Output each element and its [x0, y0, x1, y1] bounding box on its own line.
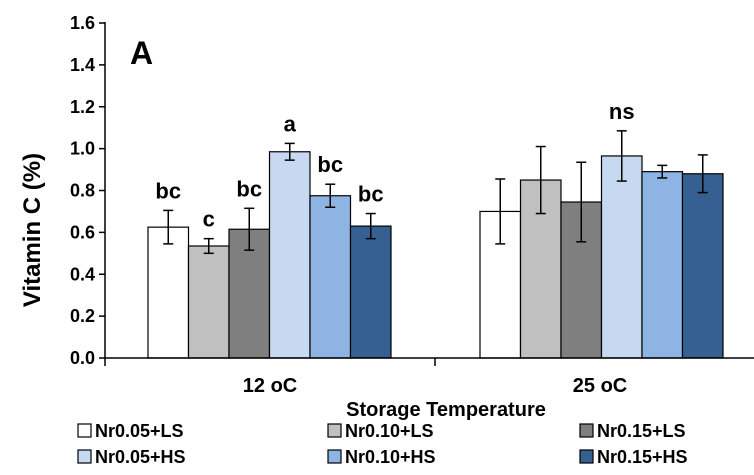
bar: [600, 155, 643, 359]
significance-label: bc: [155, 178, 181, 203]
y-tick-label: 0.0: [70, 348, 95, 368]
legend-label: Nr0.15+LS: [597, 421, 686, 441]
legend-swatch: [579, 423, 594, 438]
y-tick-label: 1.6: [70, 13, 95, 33]
y-axis-label: Vitamin C (%): [19, 153, 46, 307]
bar: [187, 245, 230, 359]
significance-label: bc: [236, 176, 262, 201]
y-tick-label: 0.4: [70, 264, 95, 284]
y-tick-label: 1.0: [70, 139, 95, 159]
legend-label: Nr0.10+HS: [345, 447, 436, 467]
bar: [349, 225, 392, 359]
legend-label: Nr0.15+HS: [597, 447, 688, 467]
significance-label: a: [284, 111, 297, 136]
bar: [641, 171, 684, 359]
legend-label: Nr0.05+HS: [95, 447, 186, 467]
significance-label: ns: [609, 99, 635, 124]
legend-swatch: [579, 449, 594, 464]
bar: [147, 226, 190, 359]
y-ticks: 0.0 0.2 0.4 0.6 0.8 1.0 1.2 1.4 1.6: [70, 13, 105, 368]
bars-layer: [147, 130, 724, 359]
significance-label: bc: [317, 152, 343, 177]
bar: [309, 195, 352, 359]
y-tick-label: 0.8: [70, 181, 95, 201]
significance-label: bc: [358, 182, 384, 207]
x-category-label: 25 oC: [573, 375, 627, 397]
legend: Nr0.05+LS Nr0.10+LS Nr0.15+LS Nr0.05+HS Nr0.…: [77, 421, 688, 467]
y-tick-label: 1.2: [70, 97, 95, 117]
y-tick-label: 0.2: [70, 306, 95, 326]
bar: [268, 151, 311, 359]
significance-label: c: [203, 207, 215, 232]
y-tick-label: 1.4: [70, 55, 95, 75]
legend-swatch: [327, 449, 342, 464]
legend-swatch: [327, 423, 342, 438]
legend-swatch: [77, 423, 92, 438]
legend-swatch: [77, 449, 92, 464]
x-category-label: 12 oC: [243, 375, 297, 397]
legend-label: Nr0.10+LS: [345, 421, 434, 441]
bar: [681, 173, 724, 359]
y-tick-label: 0.6: [70, 222, 95, 242]
x-categories: 12 oC 25 oC: [243, 375, 627, 397]
legend-label: Nr0.05+LS: [95, 421, 184, 441]
x-axis-label: Storage Temperature: [346, 399, 546, 421]
panel-label: A: [130, 35, 153, 71]
